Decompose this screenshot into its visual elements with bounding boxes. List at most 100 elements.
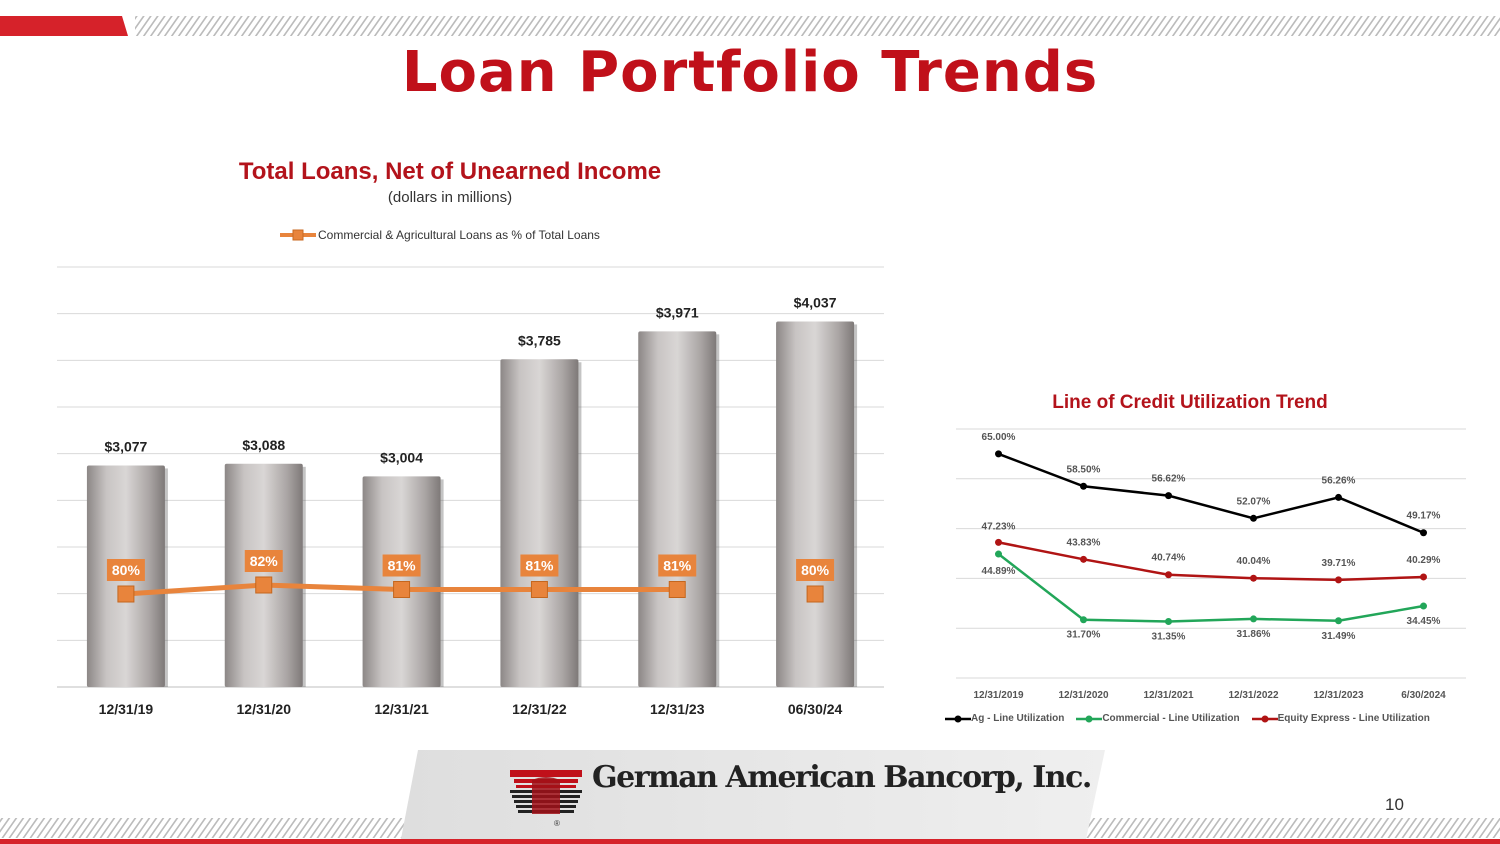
series-line [998,541,1424,582]
x-tick-label: 12/31/2023 [1313,690,1363,701]
slide-title: Loan Portfolio Trends [401,40,1099,105]
data-label: 40.29% [1407,555,1441,566]
percent-label-box [244,550,283,572]
line-chart-title: Line of Credit Utilization Trend [1052,392,1328,413]
x-tick-label: 12/31/20 [237,701,292,717]
data-label: 40.74% [1152,553,1186,564]
series-point [1250,514,1257,522]
series-point [1165,492,1172,500]
percent-label: 81% [663,558,692,574]
x-tick-label: 12/31/21 [374,701,429,717]
data-label: 34.45% [1407,616,1441,627]
footer-hatch-left [0,818,420,838]
series-point [1420,529,1427,537]
x-tick-label: 12/31/22 [512,701,567,717]
data-label: 31.70% [1067,630,1101,641]
legend-item: Ag - Line Utilization [945,713,1064,724]
data-label: 47.23% [982,521,1016,532]
series-point [1335,617,1342,625]
percent-point [806,585,824,603]
percent-label: 80% [801,562,830,578]
x-tick-label: 12/31/2020 [1058,690,1108,701]
bar [776,321,855,687]
bar [500,359,579,687]
footer-hatch-right [1085,818,1500,838]
series-point [1165,571,1172,579]
percent-label-box [796,559,835,581]
data-label: 43.83% [1067,537,1101,548]
series-point [1335,493,1342,501]
percent-label: 80% [112,562,141,578]
series-point [995,550,1002,558]
bar [224,463,303,687]
bar-chart-legend: Commercial & Agricultural Loans as % of … [280,228,600,242]
footer-red-line [0,839,1500,844]
line-chart-legend: Ag - Line Utilization Commercial - Line U… [945,713,1442,724]
total-loans-bar-chart: $3,077 12/31/19 $3,088 12/31/20 $3,004 12/31/… [57,266,884,717]
bar-value-label: $4,037 [794,294,837,310]
legend-series-label: Commercial & Agricultural Loans as % of … [318,228,600,242]
data-label: 56.62% [1152,474,1186,485]
percent-label-box [520,554,559,577]
series-point [1080,616,1087,624]
legend-item: Commercial - Line Utilization [1076,713,1240,724]
series-point [995,450,1002,458]
data-label: 31.86% [1237,629,1271,640]
percent-label-box [658,554,697,577]
percent-point [668,581,686,598]
utilization-line-chart: 12/31/2019 12/31/2020 12/31/2021 12/31/2022… [956,428,1466,701]
series-point [1420,573,1427,581]
data-label: 58.50% [1067,464,1101,475]
legend-line-icon [945,715,971,722]
footer-band: ® [0,750,1500,844]
legend-label: Equity Express - Line Utilization [1277,713,1430,724]
series-point [1250,615,1257,623]
series-point [1165,617,1172,625]
series-point [1420,602,1427,610]
bar-chart-title: Total Loans, Net of Unearned Income [238,158,662,185]
series-line [997,553,1424,623]
series-point [995,538,1002,546]
x-tick-label: 12/31/2022 [1228,690,1278,701]
data-label: 52.07% [1237,496,1271,507]
percent-point [117,585,135,603]
x-tick-label: 06/30/24 [788,701,843,717]
legend-label: Ag - Line Utilization [971,713,1065,724]
percent-label: 81% [388,558,417,574]
series-point [1250,574,1257,582]
percent-label-box [106,559,145,581]
x-tick-label: 12/31/19 [99,701,154,717]
legend-line-icon [1251,715,1278,722]
legend-label: Commercial - Line Utilization [1102,713,1240,724]
data-label: 39.71% [1322,558,1356,569]
series-point [1080,482,1087,490]
bar-chart-subtitle: (dollars in millions) [387,189,513,206]
percent-point [393,581,411,598]
series-point [1080,555,1087,563]
x-tick-label: 6/30/2024 [1401,690,1446,701]
banner-hatch [135,16,1500,36]
x-tick-label: 12/31/23 [650,701,705,717]
percent-label-box [382,554,421,577]
legend-line-icon [1076,715,1103,722]
bar [638,331,717,687]
legend-line-marker-icon [280,229,316,241]
company-logo-icon: ® [510,770,582,828]
x-tick-label: 12/31/2021 [1143,690,1193,701]
legend-item: Equity Express - Line Utilization [1251,713,1430,724]
series-line [998,452,1424,534]
svg-text:®: ® [554,819,560,828]
percent-label: 81% [525,558,554,574]
data-label: 31.35% [1152,631,1186,642]
bar-value-label: $3,088 [242,437,285,453]
data-label: 44.89% [982,566,1016,577]
x-tick-label: 12/31/2019 [973,690,1023,701]
data-label: 56.26% [1322,475,1356,486]
percent-label: 82% [250,553,279,569]
data-label: 40.04% [1237,556,1271,567]
bar-value-label: $3,077 [105,438,148,454]
percent-point [255,576,273,594]
bar-value-label: $3,785 [518,332,561,348]
bar-value-label: $3,004 [380,449,423,465]
data-label: 49.17% [1407,511,1441,522]
